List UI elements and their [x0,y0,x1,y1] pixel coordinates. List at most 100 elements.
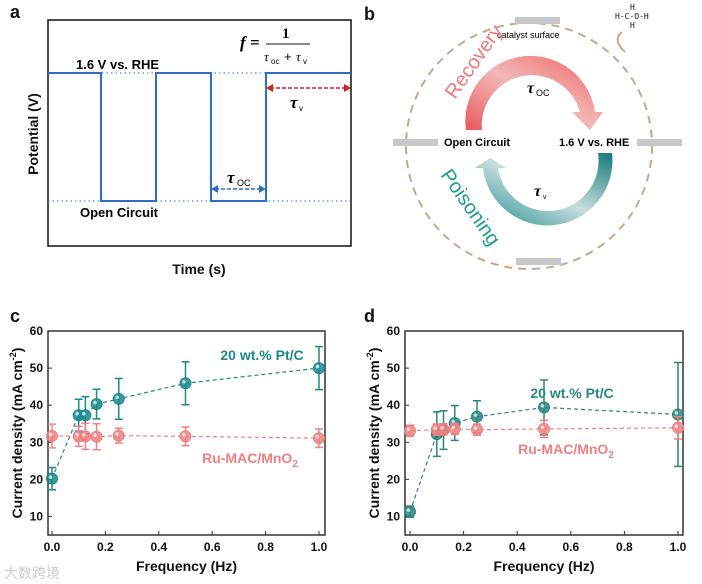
panel-label: b [364,4,375,24]
low-label: Open Circuit [80,205,159,220]
data-point-highlight [406,427,411,432]
data-point [471,410,483,423]
legend-label-text: 20 wt.% Pt/C [220,347,303,363]
formula-f: f = [240,33,260,52]
x-axis-label: Time (s) [172,261,225,277]
data-point [437,423,450,436]
data-point-highlight [473,413,478,417]
formula-sub: oc [271,57,279,66]
x-tick-label: 0.0 [402,540,419,554]
panel-a: a 1.6 V vs. RHE Open Circuit f = 1 τ oc … [10,2,352,277]
legend-label-text: Ru-MAC/MnO [202,450,292,466]
data-point-highlight [315,364,320,369]
legend-label: 20 wt.% Pt/C [220,347,303,363]
surface-bar-left [393,139,438,146]
adsorption-arrow [616,31,626,53]
square-wave [48,72,351,202]
y-axis-label-sup: -2 [365,352,375,360]
y-axis-label-end: ) [9,348,25,353]
y-tick-label: 30 [387,435,401,449]
data-point [112,392,125,405]
chem-text: H-C-O-H [615,12,649,21]
x-axis-label: Frequency (Hz) [136,558,237,574]
data-point-highlight [82,433,86,437]
data-point [313,432,325,445]
data-point-highlight [433,426,438,430]
legend-label: Ru-MAC/MnO2 [202,450,298,470]
tau-oc: τ [227,168,235,187]
data-point [179,430,192,443]
data-point-highlight [406,508,411,512]
data-point-highlight [48,475,53,479]
data-point [404,505,416,518]
recovery-arrow [465,55,603,130]
data-point-highlight [315,434,320,439]
legend-label-sub: 2 [608,450,614,461]
data-point [471,423,483,436]
data-point-highlight [115,395,120,400]
data-point-highlight [93,400,97,405]
y-tick-label: 40 [387,398,401,412]
tau-v-arrow: τ v [266,84,351,113]
tau-v: τ [534,183,542,200]
x-tick-label: 1.0 [670,540,687,554]
x-tick-label: 0.0 [44,540,61,554]
data-point [179,377,192,390]
y-tick-label: 20 [387,472,401,486]
chart-d: d 10 20 30 40 50 60 0.0 0.2 0.4 0.6 0.8 1.0 Frequency… [364,306,687,574]
formula-plus: + [284,49,292,64]
data-point [90,398,103,411]
formula-tau: τ [264,49,270,64]
chem-text: H [630,3,635,12]
x-tick-label: 0.4 [150,540,167,554]
data-point-highlight [182,433,186,437]
data-point-highlight [48,432,53,437]
x-tick-label: 0.2 [455,540,472,554]
watermark: 大数跨境 [4,565,60,581]
data-point-highlight [540,425,545,430]
data-point [79,409,92,422]
data-point [672,421,684,434]
legend-label-text: Ru-MAC/MnO [518,441,608,457]
panel-label: a [10,2,21,22]
y-axis-label-sup: -2 [8,352,18,360]
data-point-highlight [674,424,679,429]
y-tick-label: 40 [30,398,44,412]
data-point-highlight [93,433,97,438]
catalyst-surface-label: catalyst surface [497,30,560,40]
tau-v-sub: v [543,194,547,201]
legend-label: Ru-MAC/MnO2 [518,441,614,461]
legend-label: 20 wt.% Pt/C [530,385,613,401]
x-axis-label: Frequency (Hz) [493,558,594,574]
formula-numerator: 1 [282,26,290,42]
panel-b: b catalyst surface H H-C-O-H H Recovery … [364,3,682,270]
data-point-highlight [540,404,545,408]
y-tick-label: 50 [387,361,401,375]
high-label: 1.6 V vs. RHE [76,57,159,72]
data-point [448,422,461,435]
y-axis-label: Current density (mA cm-2) [8,348,25,519]
tau-oc: τ [527,80,535,97]
data-point-highlight [75,411,79,416]
y-tick-label: 10 [387,509,401,523]
panel-label: d [364,306,375,326]
x-tick-label: 0.6 [562,540,579,554]
data-point [79,430,92,443]
y-axis-label-end: ) [366,348,382,353]
y-axis-label: Potential (V) [25,93,41,175]
formula-sub: v [303,57,307,66]
catalyst-surface-bar [515,17,560,24]
plot-frame [47,19,352,247]
y-axis-label-text: Current density (mA cm [9,360,25,518]
x-tick-label: 0.2 [97,540,114,554]
data-point [46,429,58,442]
panel-label: c [10,306,20,326]
data-point-highlight [451,419,456,424]
surface-bar-right [637,139,682,146]
open-circuit-label: Open Circuit [444,137,510,149]
data-point-highlight [451,425,456,430]
poisoning-arrow [475,153,613,226]
x-tick-label: 1.0 [311,540,328,554]
chem-text: H [630,21,635,30]
